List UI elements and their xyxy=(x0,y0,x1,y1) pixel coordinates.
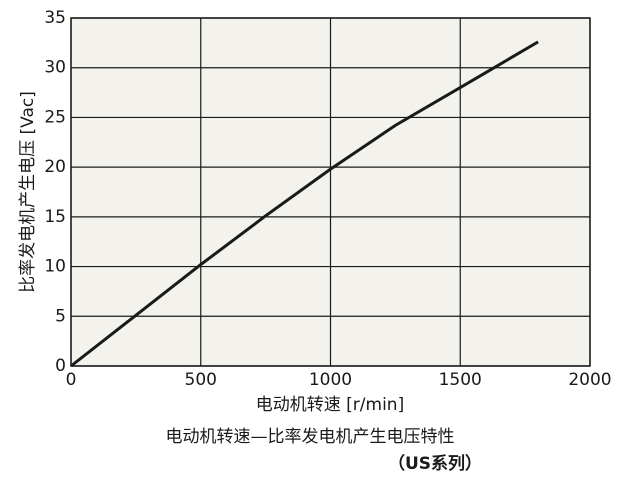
y-tick-label: 25 xyxy=(44,107,66,127)
y-tick-label: 30 xyxy=(44,58,66,78)
x-tick-label: 1500 xyxy=(439,370,482,390)
caption: 电动机转速—比率发电机产生电压特性 xyxy=(166,427,455,447)
x-tick-label: 2000 xyxy=(568,370,611,390)
y-axis-label: 比率发电机产生电压 [Vac] xyxy=(18,91,38,293)
subtitle: （US系列） xyxy=(388,453,482,474)
y-tick-label: 5 xyxy=(55,306,66,326)
y-tick-label: 35 xyxy=(44,8,66,28)
x-tick-label: 0 xyxy=(66,370,77,390)
y-tick-label: 20 xyxy=(44,157,66,177)
line xyxy=(70,40,539,368)
x-tick-label: 500 xyxy=(185,370,217,390)
x-axis-label: 电动机转速 [r/min] xyxy=(256,395,404,415)
y-tick-label: 0 xyxy=(55,356,66,376)
y-tick-label: 15 xyxy=(44,207,66,227)
y-tick-label: 10 xyxy=(44,257,66,277)
x-tick-label: 1000 xyxy=(309,370,352,390)
